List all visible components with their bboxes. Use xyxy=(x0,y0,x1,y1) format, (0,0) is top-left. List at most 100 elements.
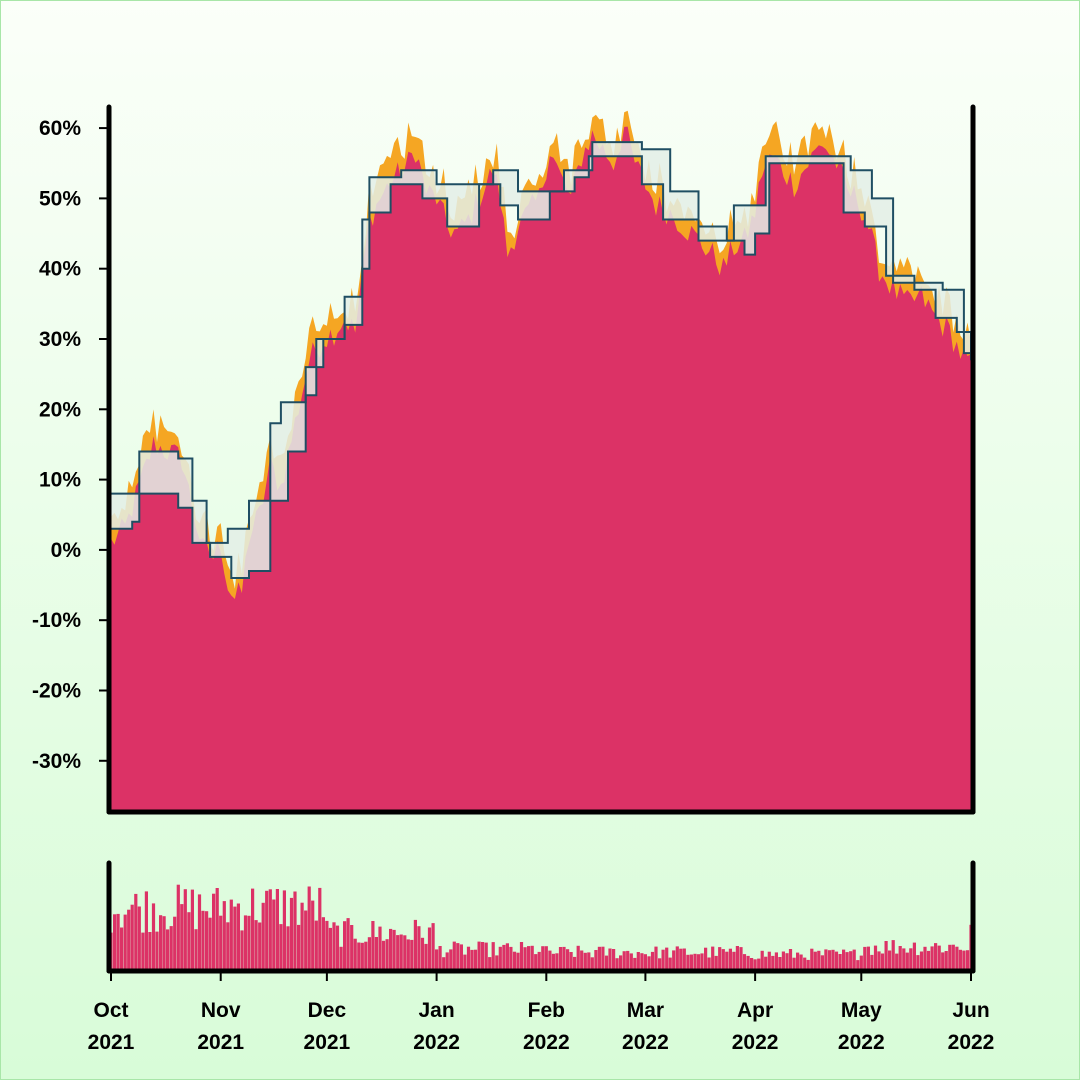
volume-bar xyxy=(187,912,191,969)
volume-bar xyxy=(619,955,623,969)
volume-bar xyxy=(343,921,347,969)
volume-bar xyxy=(406,939,410,969)
x-tick-label: Oct xyxy=(93,999,128,1022)
x-tick-label: Apr xyxy=(737,999,773,1022)
volume-bar xyxy=(339,946,343,969)
volume-bar xyxy=(590,957,594,969)
x-tick-label: Jan xyxy=(419,999,455,1022)
volume-panel xyxy=(106,860,976,974)
volume-bar xyxy=(902,948,906,969)
band-lines xyxy=(111,141,972,579)
volume-bar xyxy=(721,949,725,969)
volume-bar xyxy=(658,958,662,969)
volume-bar xyxy=(626,950,630,969)
volume-bar xyxy=(473,949,478,969)
volume-bar xyxy=(597,946,601,969)
volume-bar xyxy=(495,955,499,969)
volume-bar xyxy=(558,947,563,969)
volume-bar xyxy=(668,957,672,969)
volume-bar xyxy=(265,890,269,969)
volume-bar xyxy=(704,947,708,969)
volume-bar xyxy=(470,949,474,969)
volume-bar xyxy=(718,947,722,969)
return-area xyxy=(111,126,971,811)
volume-bar xyxy=(466,946,471,969)
volume-bar xyxy=(622,951,626,969)
volume-bar xyxy=(357,942,361,969)
volume-bar xyxy=(849,951,853,969)
volume-bar xyxy=(169,926,173,969)
y-tick-label: -20% xyxy=(32,679,81,702)
volume-bar xyxy=(304,910,308,969)
volume-bar xyxy=(300,902,304,969)
volume-bar xyxy=(325,920,329,969)
x-tick-label: Dec xyxy=(308,999,347,1022)
y-tick-label: 10% xyxy=(39,469,81,492)
x-tick-label: 2022 xyxy=(732,1031,779,1054)
volume-bar xyxy=(725,951,729,969)
volume-bar xyxy=(905,952,909,969)
volume-bars xyxy=(109,884,973,969)
volume-bar xyxy=(251,888,255,969)
x-tick-label: 2022 xyxy=(523,1031,570,1054)
volume-bar xyxy=(427,927,432,969)
volume-bar xyxy=(137,906,141,969)
volume-bar xyxy=(346,918,350,969)
volume-bar xyxy=(580,950,584,969)
volume-bar xyxy=(859,955,863,969)
x-axis-ticks: Oct 2021 Nov 2021 Dec 2021 Jan 2022 Feb 2022 Mar 20… xyxy=(88,973,994,1054)
volume-bar xyxy=(130,904,134,969)
volume-bar xyxy=(884,941,888,969)
volume-bar xyxy=(417,926,421,969)
volume-bar xyxy=(445,952,449,969)
volume-bar xyxy=(477,941,481,969)
volume-bar xyxy=(888,950,892,969)
volume-bar xyxy=(813,951,817,969)
lower-band-line xyxy=(111,155,972,579)
x-tick-label: 2022 xyxy=(838,1031,885,1054)
volume-bar xyxy=(548,950,552,969)
volume-bar xyxy=(750,958,754,969)
volume-bar xyxy=(173,916,177,969)
x-tick-label: Mar xyxy=(627,999,664,1022)
x-tick-label: Nov xyxy=(201,999,241,1022)
volume-bar xyxy=(608,948,612,969)
x-tick-label: Jun xyxy=(952,999,989,1022)
y-tick-label: 60% xyxy=(39,117,81,140)
volume-bar xyxy=(753,959,757,969)
volume-bar xyxy=(834,951,839,969)
volume-bar xyxy=(792,957,796,969)
volume-bar xyxy=(431,923,435,969)
volume-bar xyxy=(934,943,938,969)
volume-bar xyxy=(643,954,647,969)
volume-bar xyxy=(689,954,693,969)
volume-bar xyxy=(498,946,502,969)
volume-bar xyxy=(258,922,262,969)
volume-bar xyxy=(711,946,715,969)
volume-bar xyxy=(551,953,555,969)
volume-bar xyxy=(647,956,651,969)
volume-bar xyxy=(640,953,644,969)
volume-bar xyxy=(452,941,456,969)
volume-bar xyxy=(937,945,941,969)
volume-bar xyxy=(272,899,276,969)
volume-bar xyxy=(912,942,916,969)
volume-bar xyxy=(944,951,948,969)
volume-bar xyxy=(958,949,962,969)
y-tick-label: 0% xyxy=(51,539,82,562)
y-tick-label: 20% xyxy=(39,398,81,421)
volume-bar xyxy=(806,959,810,969)
volume-bar xyxy=(523,947,527,969)
volume-bar xyxy=(353,938,357,969)
volume-bar xyxy=(321,917,325,969)
volume-bar xyxy=(222,901,226,969)
volume-bar xyxy=(360,942,364,969)
band-shading-fill xyxy=(111,142,971,578)
volume-bar xyxy=(686,954,690,969)
volume-bar xyxy=(898,946,902,969)
band-shading xyxy=(111,142,971,578)
volume-bar xyxy=(700,953,704,969)
volume-bar xyxy=(696,954,701,969)
